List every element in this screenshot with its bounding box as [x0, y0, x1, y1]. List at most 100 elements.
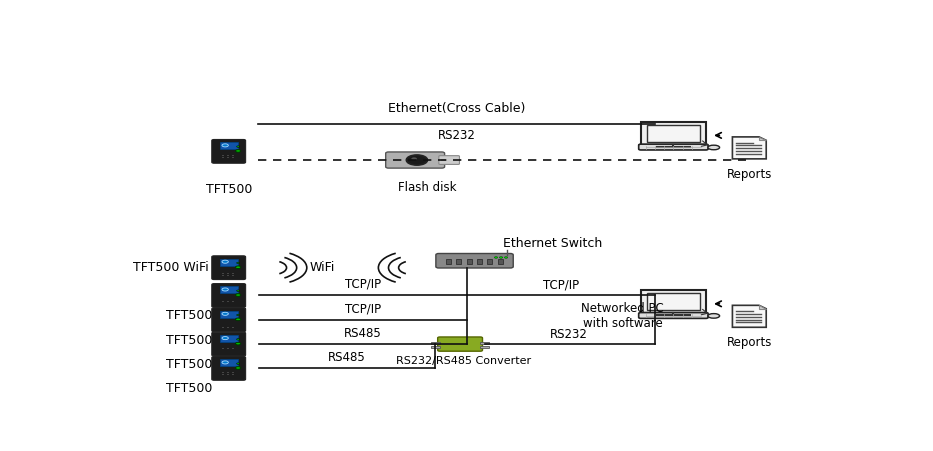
Bar [227, 275, 229, 276]
FancyBboxPatch shape [641, 290, 706, 313]
Circle shape [222, 361, 229, 364]
Bar [480, 342, 489, 344]
Bar [231, 275, 234, 276]
Text: TFT500: TFT500 [166, 358, 212, 371]
Circle shape [222, 312, 229, 315]
Text: RS485: RS485 [328, 351, 366, 364]
Bar [221, 348, 224, 349]
Text: TCP/IP: TCP/IP [345, 278, 382, 291]
Text: RS232: RS232 [550, 327, 588, 341]
Ellipse shape [235, 318, 241, 321]
FancyBboxPatch shape [639, 313, 708, 318]
Circle shape [411, 157, 417, 160]
FancyBboxPatch shape [385, 152, 445, 168]
Bar [231, 301, 234, 302]
Text: Networked PC
with software: Networked PC with software [581, 303, 664, 331]
Bar [221, 351, 224, 352]
Bar [221, 299, 224, 300]
Text: TFT500: TFT500 [205, 183, 252, 196]
Bar [487, 259, 493, 264]
Text: RS485: RS485 [344, 327, 383, 340]
Bar [227, 376, 229, 377]
FancyBboxPatch shape [212, 332, 245, 356]
Text: Reports: Reports [727, 336, 772, 349]
Bar [466, 259, 472, 264]
Bar [221, 374, 224, 375]
Text: RS232: RS232 [438, 129, 476, 142]
Bar [227, 299, 229, 300]
Ellipse shape [708, 145, 719, 150]
Circle shape [237, 146, 240, 147]
Bar [221, 275, 224, 276]
FancyBboxPatch shape [212, 284, 245, 307]
Text: TCP/IP: TCP/IP [543, 279, 579, 292]
FancyBboxPatch shape [639, 144, 708, 150]
Bar [456, 259, 461, 264]
Bar [231, 348, 234, 349]
Circle shape [222, 336, 229, 340]
Bar [647, 294, 700, 310]
Circle shape [222, 288, 229, 291]
Text: TFT500: TFT500 [166, 334, 212, 347]
FancyBboxPatch shape [641, 122, 706, 145]
Text: RS232/RS485 Converter: RS232/RS485 Converter [397, 356, 531, 366]
Bar [231, 299, 234, 300]
Bar [231, 157, 234, 158]
Ellipse shape [235, 294, 241, 296]
Bar [231, 303, 234, 304]
Circle shape [237, 363, 240, 364]
Text: Ethernet Switch: Ethernet Switch [504, 237, 603, 250]
Polygon shape [759, 137, 766, 140]
Bar [220, 286, 238, 293]
Bar [220, 311, 238, 318]
Ellipse shape [235, 266, 241, 268]
Text: TFT500: TFT500 [166, 382, 212, 395]
FancyBboxPatch shape [439, 156, 459, 165]
Circle shape [494, 257, 497, 258]
FancyBboxPatch shape [436, 253, 513, 268]
Circle shape [222, 260, 229, 263]
Bar [221, 327, 224, 328]
Bar [227, 327, 229, 328]
Bar [231, 273, 234, 274]
FancyBboxPatch shape [212, 256, 245, 280]
Bar [221, 376, 224, 377]
Text: TCP/IP: TCP/IP [345, 302, 382, 315]
Circle shape [407, 155, 427, 165]
Text: WiFi: WiFi [310, 261, 335, 274]
Bar [220, 142, 238, 149]
Bar [221, 303, 224, 304]
Bar [220, 359, 238, 366]
Text: Ethernet(Cross Cable): Ethernet(Cross Cable) [388, 102, 525, 115]
Text: TFT500: TFT500 [166, 309, 212, 322]
Bar [231, 327, 234, 328]
FancyBboxPatch shape [212, 357, 245, 380]
Bar [227, 273, 229, 274]
Bar [220, 335, 238, 342]
Bar [231, 376, 234, 377]
Bar [231, 374, 234, 375]
Ellipse shape [708, 313, 719, 318]
Bar [221, 301, 224, 302]
Text: Flash disk: Flash disk [398, 181, 457, 194]
Polygon shape [732, 305, 766, 327]
Bar [220, 258, 238, 266]
Bar [498, 259, 503, 264]
Circle shape [222, 144, 229, 147]
FancyBboxPatch shape [438, 337, 482, 351]
Bar [227, 303, 229, 304]
Text: Reports: Reports [727, 168, 772, 180]
Ellipse shape [235, 150, 241, 152]
Circle shape [505, 257, 508, 258]
FancyBboxPatch shape [212, 139, 245, 163]
Circle shape [237, 262, 240, 264]
Circle shape [237, 290, 240, 291]
Bar [227, 351, 229, 352]
Ellipse shape [235, 367, 241, 369]
Bar [231, 351, 234, 352]
Bar [480, 346, 489, 348]
Bar [227, 348, 229, 349]
Bar [227, 157, 229, 158]
FancyBboxPatch shape [212, 308, 245, 331]
Bar [477, 259, 482, 264]
